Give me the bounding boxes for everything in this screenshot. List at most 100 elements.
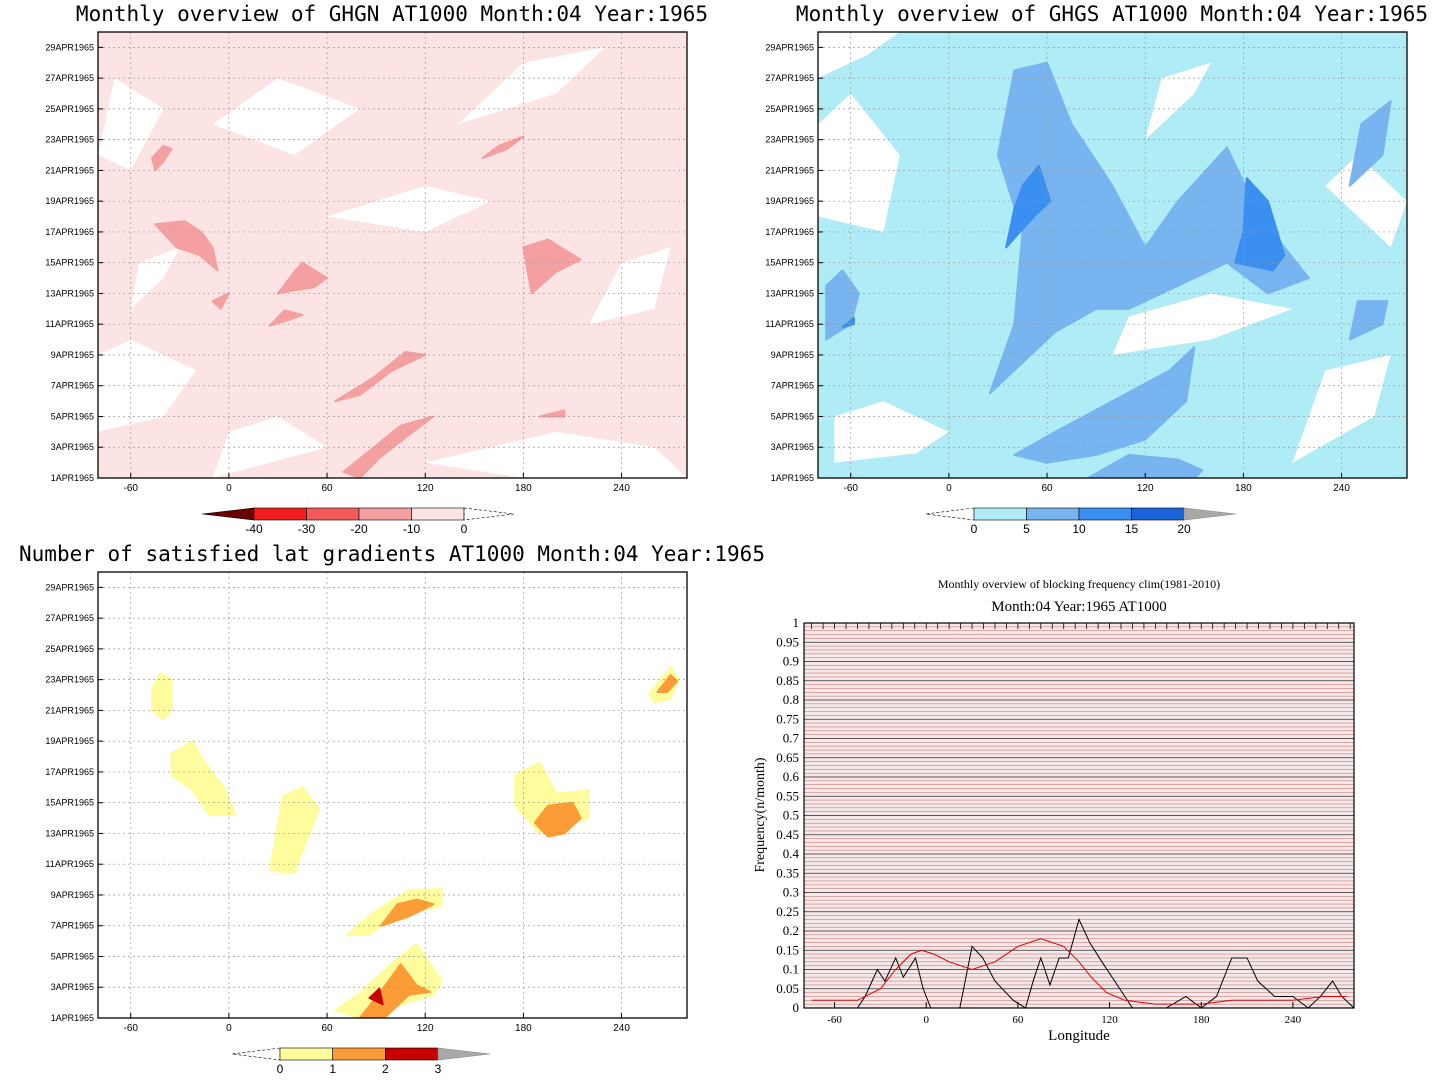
series-line [811, 918, 1355, 1009]
y-tick-label: 11APR1965 [45, 859, 94, 869]
y-tick-label: 0.05 [776, 981, 799, 996]
y-tick-label: 19APR1965 [765, 196, 814, 206]
y-tick-label: 23APR1965 [765, 135, 814, 145]
x-tick-label: -60 [123, 1023, 138, 1034]
field-gap [1325, 155, 1407, 248]
colorbar-triangle [437, 1047, 491, 1061]
colorbar-segment [973, 507, 1027, 521]
y-tick-label: 19APR1965 [45, 196, 94, 206]
ghgn-grid [98, 32, 687, 479]
colorbar-label: -40 [245, 522, 263, 536]
contour-region [481, 135, 525, 160]
blocking-subtitle: Month:04 Year:1965 AT1000 [991, 599, 1166, 615]
colorbar-segment [1026, 507, 1080, 521]
y-tick-label: 0 [793, 1000, 800, 1015]
y-tick-label: 25APR1965 [45, 644, 94, 654]
colorbar-label: 3 [435, 1062, 442, 1076]
colorbar-segment [279, 1047, 333, 1061]
contour-region [268, 309, 304, 327]
x-tick-label: 180 [515, 483, 532, 494]
ghgs-colorbar: 0 5 10 15 20 [925, 507, 1237, 536]
contour-region [1086, 453, 1204, 478]
y-tick-label: 9APR1965 [771, 350, 814, 360]
x-tick-label: -60 [843, 483, 858, 494]
field-gap [834, 401, 949, 463]
lat-gradient-x-ticks: -60 0 60 120 180 240 [123, 1013, 630, 1034]
lat-gradient-colorbar: 0 1 2 3 [231, 1047, 491, 1076]
x-tick-label: 0 [923, 1014, 929, 1026]
y-tick-label: 7APR1965 [771, 381, 814, 391]
contour-region [150, 144, 173, 172]
field-gap [818, 32, 900, 79]
contour-region [268, 786, 320, 875]
x-tick-label: 180 [1235, 483, 1252, 494]
y-tick-label: 0.25 [776, 904, 799, 919]
colorbar-triangle [201, 507, 255, 521]
colorbar-segment [306, 507, 360, 521]
y-tick-label: 17APR1965 [45, 767, 94, 777]
contour-region [522, 238, 582, 295]
y-tick-label: 7APR1965 [51, 921, 94, 931]
colorbar-segment [358, 507, 412, 521]
field-gap [98, 339, 197, 432]
ghgs-x-ticks: -60 0 60 120 180 240 [843, 473, 1350, 494]
y-tick-label: 13APR1965 [765, 288, 814, 298]
y-tick-label: 0.75 [776, 711, 799, 726]
ghgs-panel: Monthly overview of GHGS AT1000 Month:04… [765, 2, 1428, 536]
y-tick-label: 29APR1965 [45, 582, 94, 592]
y-tick-label: 13APR1965 [45, 828, 94, 838]
y-tick-label: 0.9 [783, 654, 799, 669]
ghgn-field [98, 32, 687, 478]
y-tick-label: 0.7 [783, 731, 800, 746]
x-tick-label: 240 [613, 1023, 630, 1034]
x-tick-label: 120 [1137, 483, 1154, 494]
colorbar-label: -30 [298, 522, 316, 536]
y-tick-label: 21APR1965 [45, 165, 94, 175]
y-tick-label: 0.95 [776, 634, 799, 649]
field-gap [212, 78, 360, 156]
y-tick-label: 0.2 [783, 923, 799, 938]
contour-region [538, 409, 566, 418]
y-tick-label: 1APR1965 [51, 473, 94, 483]
y-tick-label: 0.8 [783, 692, 799, 707]
y-tick-label: 15APR1965 [45, 798, 94, 808]
blocking-ylabel: Frequency(n/month) [753, 757, 768, 872]
series-line [811, 938, 1347, 1005]
contour-region [170, 740, 237, 816]
field-gap [98, 78, 164, 171]
y-tick-label: 5APR1965 [51, 411, 94, 421]
y-tick-label: 25APR1965 [45, 104, 94, 114]
colorbar-label: 2 [382, 1062, 389, 1076]
y-tick-label: 13APR1965 [45, 288, 94, 298]
colorbar-open-end [463, 507, 515, 521]
colorbar-open-end [925, 507, 975, 521]
blocking-series [811, 918, 1355, 1009]
ghgs-y-ticks: 1APR1965 3APR1965 5APR1965 7APR1965 9APR1965… [765, 42, 823, 483]
y-tick-label: 21APR1965 [765, 165, 814, 175]
field-gap [1145, 62, 1211, 140]
y-tick-label: 1APR1965 [51, 1013, 94, 1023]
x-tick-label: -60 [827, 1014, 842, 1026]
colorbar-segment [253, 507, 307, 521]
field-gap [457, 47, 606, 125]
y-tick-label: 17APR1965 [45, 227, 94, 237]
y-tick-label: 21APR1965 [45, 705, 94, 715]
contour-region [368, 987, 384, 1006]
x-tick-label: 120 [1101, 1014, 1118, 1026]
y-tick-label: 1 [793, 615, 800, 630]
y-tick-label: 0.35 [776, 865, 799, 880]
x-tick-label: 60 [1041, 483, 1053, 494]
lat-gradient-field [98, 572, 687, 1018]
x-tick-label: 120 [417, 483, 434, 494]
contour-region [380, 898, 435, 927]
contour-region [1348, 100, 1392, 187]
colorbar-triangle [1183, 507, 1237, 521]
y-tick-label: 0.6 [783, 769, 800, 784]
colorbar-label: 15 [1125, 522, 1139, 536]
blocking-title: Monthly overview of blocking frequency c… [938, 577, 1220, 591]
x-tick-label: 0 [226, 1023, 232, 1034]
colorbar-segment [1131, 507, 1185, 521]
x-tick-label: 240 [613, 483, 630, 494]
y-tick-label: 3APR1965 [771, 442, 814, 452]
